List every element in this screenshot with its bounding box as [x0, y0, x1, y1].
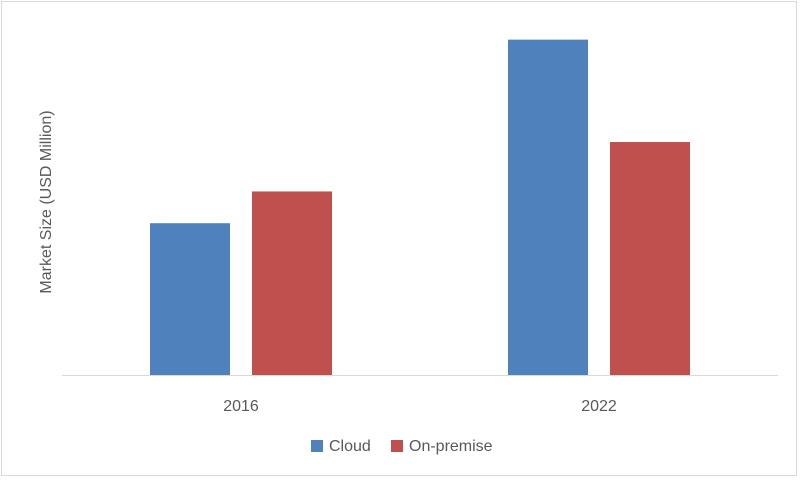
legend-label-cloud: Cloud — [329, 438, 371, 455]
bar-cloud-2022 — [508, 39, 588, 376]
legend-swatch-on-premise — [391, 440, 403, 452]
bars-group — [150, 39, 690, 376]
x-tick-labels: 2016 2022 — [223, 398, 617, 415]
legend-swatch-cloud — [311, 440, 323, 452]
legend: Cloud On-premise — [311, 438, 493, 455]
bar-on-premise-2022 — [610, 142, 690, 375]
bar-on-premise-2016 — [252, 191, 332, 375]
bar-cloud-2016 — [150, 223, 230, 375]
x-tick-label: 2022 — [581, 398, 617, 415]
x-tick-label: 2016 — [223, 398, 259, 415]
legend-label-on-premise: On-premise — [409, 438, 493, 455]
y-axis-label: Market Size (USD Million) — [38, 110, 55, 293]
